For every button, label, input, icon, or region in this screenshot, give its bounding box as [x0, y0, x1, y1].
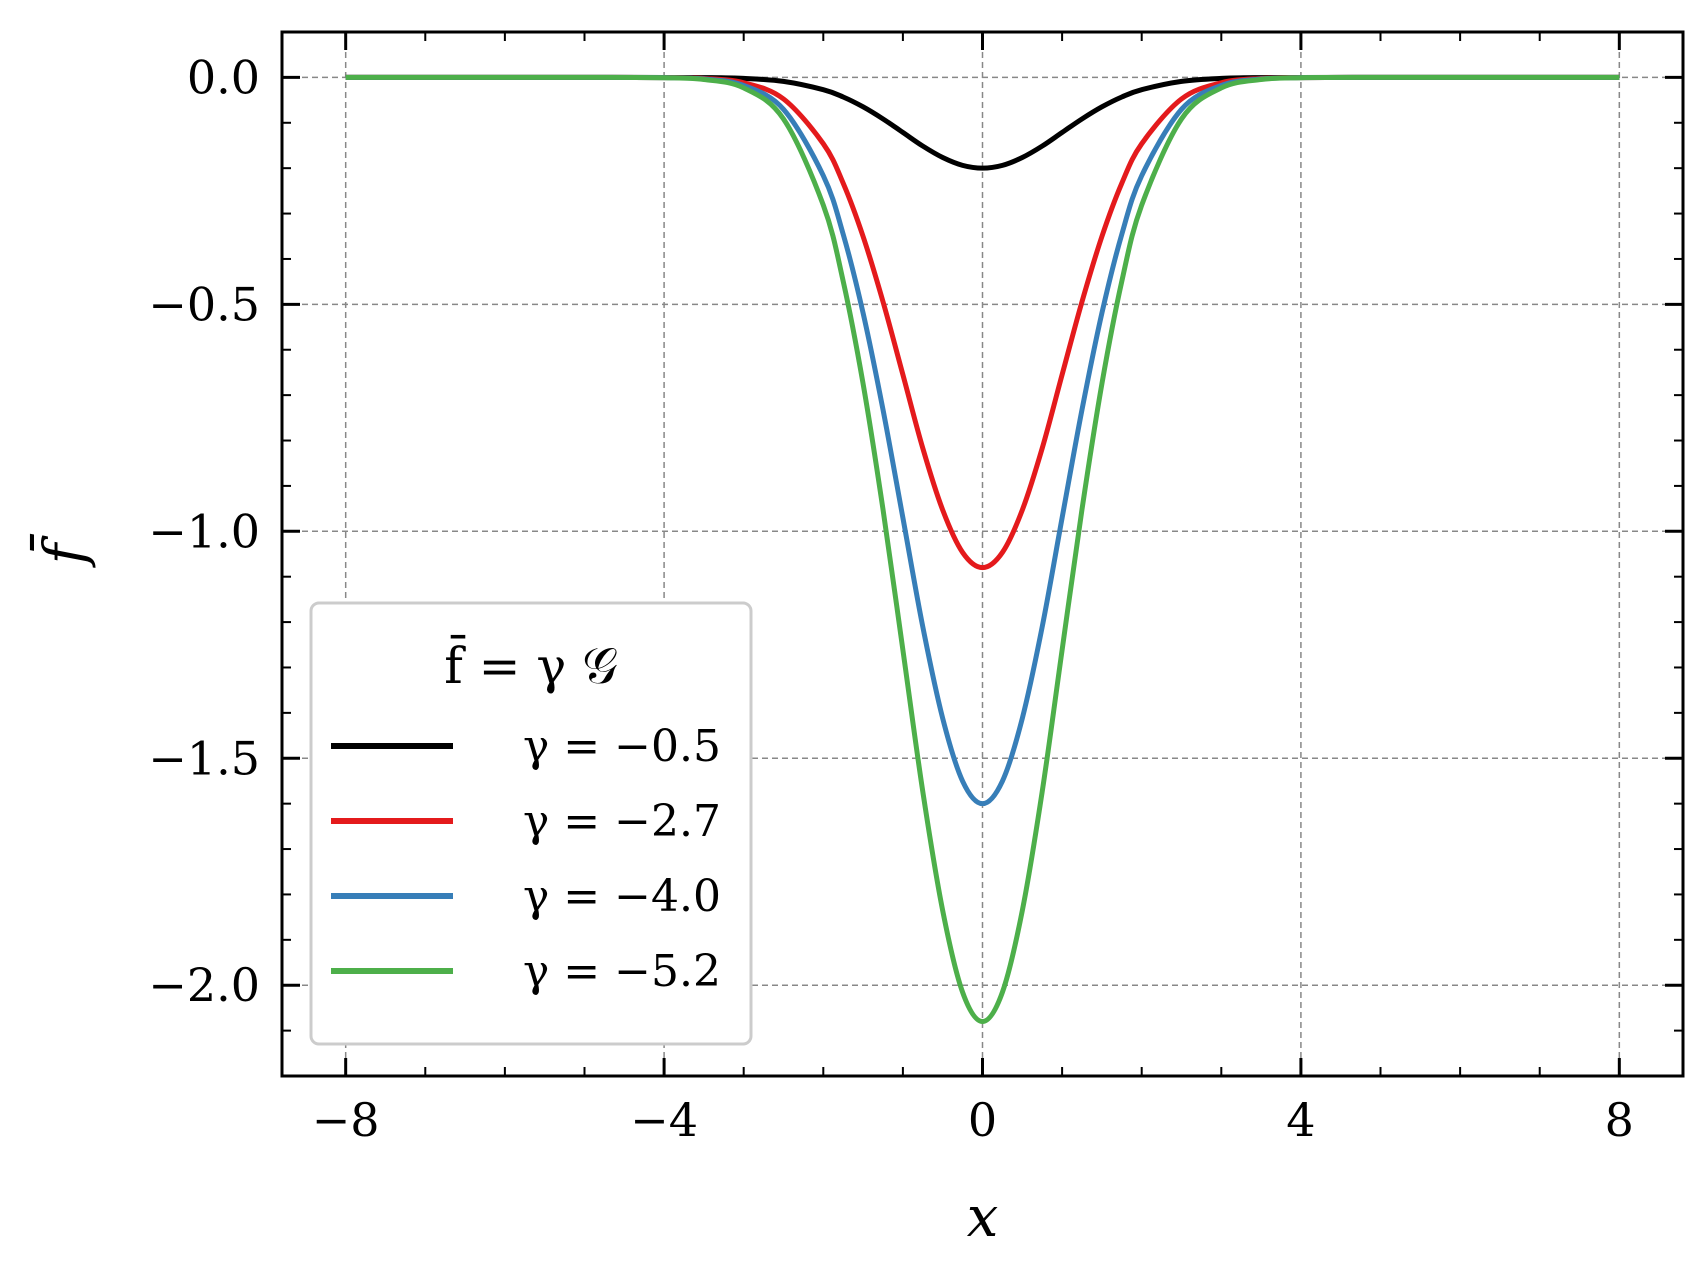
legend-label-2: γ = −2.7 — [523, 796, 721, 847]
y-tick-labels: 0.0 −0.5 −1.0 −1.5 −2.0 — [148, 50, 260, 1012]
y-tick-label: 0.0 — [187, 50, 260, 104]
legend-label-3: γ = −4.0 — [523, 871, 721, 922]
plot-frame — [280, 30, 1685, 1078]
series-layer — [345, 74, 1620, 1025]
y-tick-label: −2.0 — [148, 958, 260, 1012]
x-tick-label: −4 — [630, 1093, 698, 1147]
y-tick-label: −1.0 — [148, 504, 260, 558]
x-tick-label: 0 — [968, 1093, 997, 1147]
y-tick-label: −0.5 — [148, 277, 260, 331]
legend-title: f̄ = γ 𝒢 — [444, 634, 618, 695]
x-tick-label: −8 — [312, 1093, 380, 1147]
x-tick-labels: −8 −4 0 4 8 — [312, 1093, 1634, 1147]
legend-items: γ = −0.5 γ = −2.7 γ = −4.0 γ = −5.2 — [331, 721, 721, 997]
legend-box — [309, 601, 753, 1046]
x-tick-label: 4 — [1286, 1093, 1315, 1147]
legend: f̄ = γ 𝒢 γ = −0.5 γ = −2.7 γ = −4.0 γ = −5.… — [309, 601, 753, 1046]
legend-label-4: γ = −5.2 — [523, 946, 721, 997]
y-axis-label: f̄ — [29, 533, 98, 569]
major-ticks — [282, 32, 1683, 1076]
x-axis-label: x — [967, 1185, 999, 1250]
y-tick-label: −1.5 — [148, 731, 260, 785]
series-line-4 — [345, 74, 1620, 1025]
x-tick-label: 8 — [1605, 1093, 1634, 1147]
legend-label-1: γ = −0.5 — [523, 721, 721, 772]
